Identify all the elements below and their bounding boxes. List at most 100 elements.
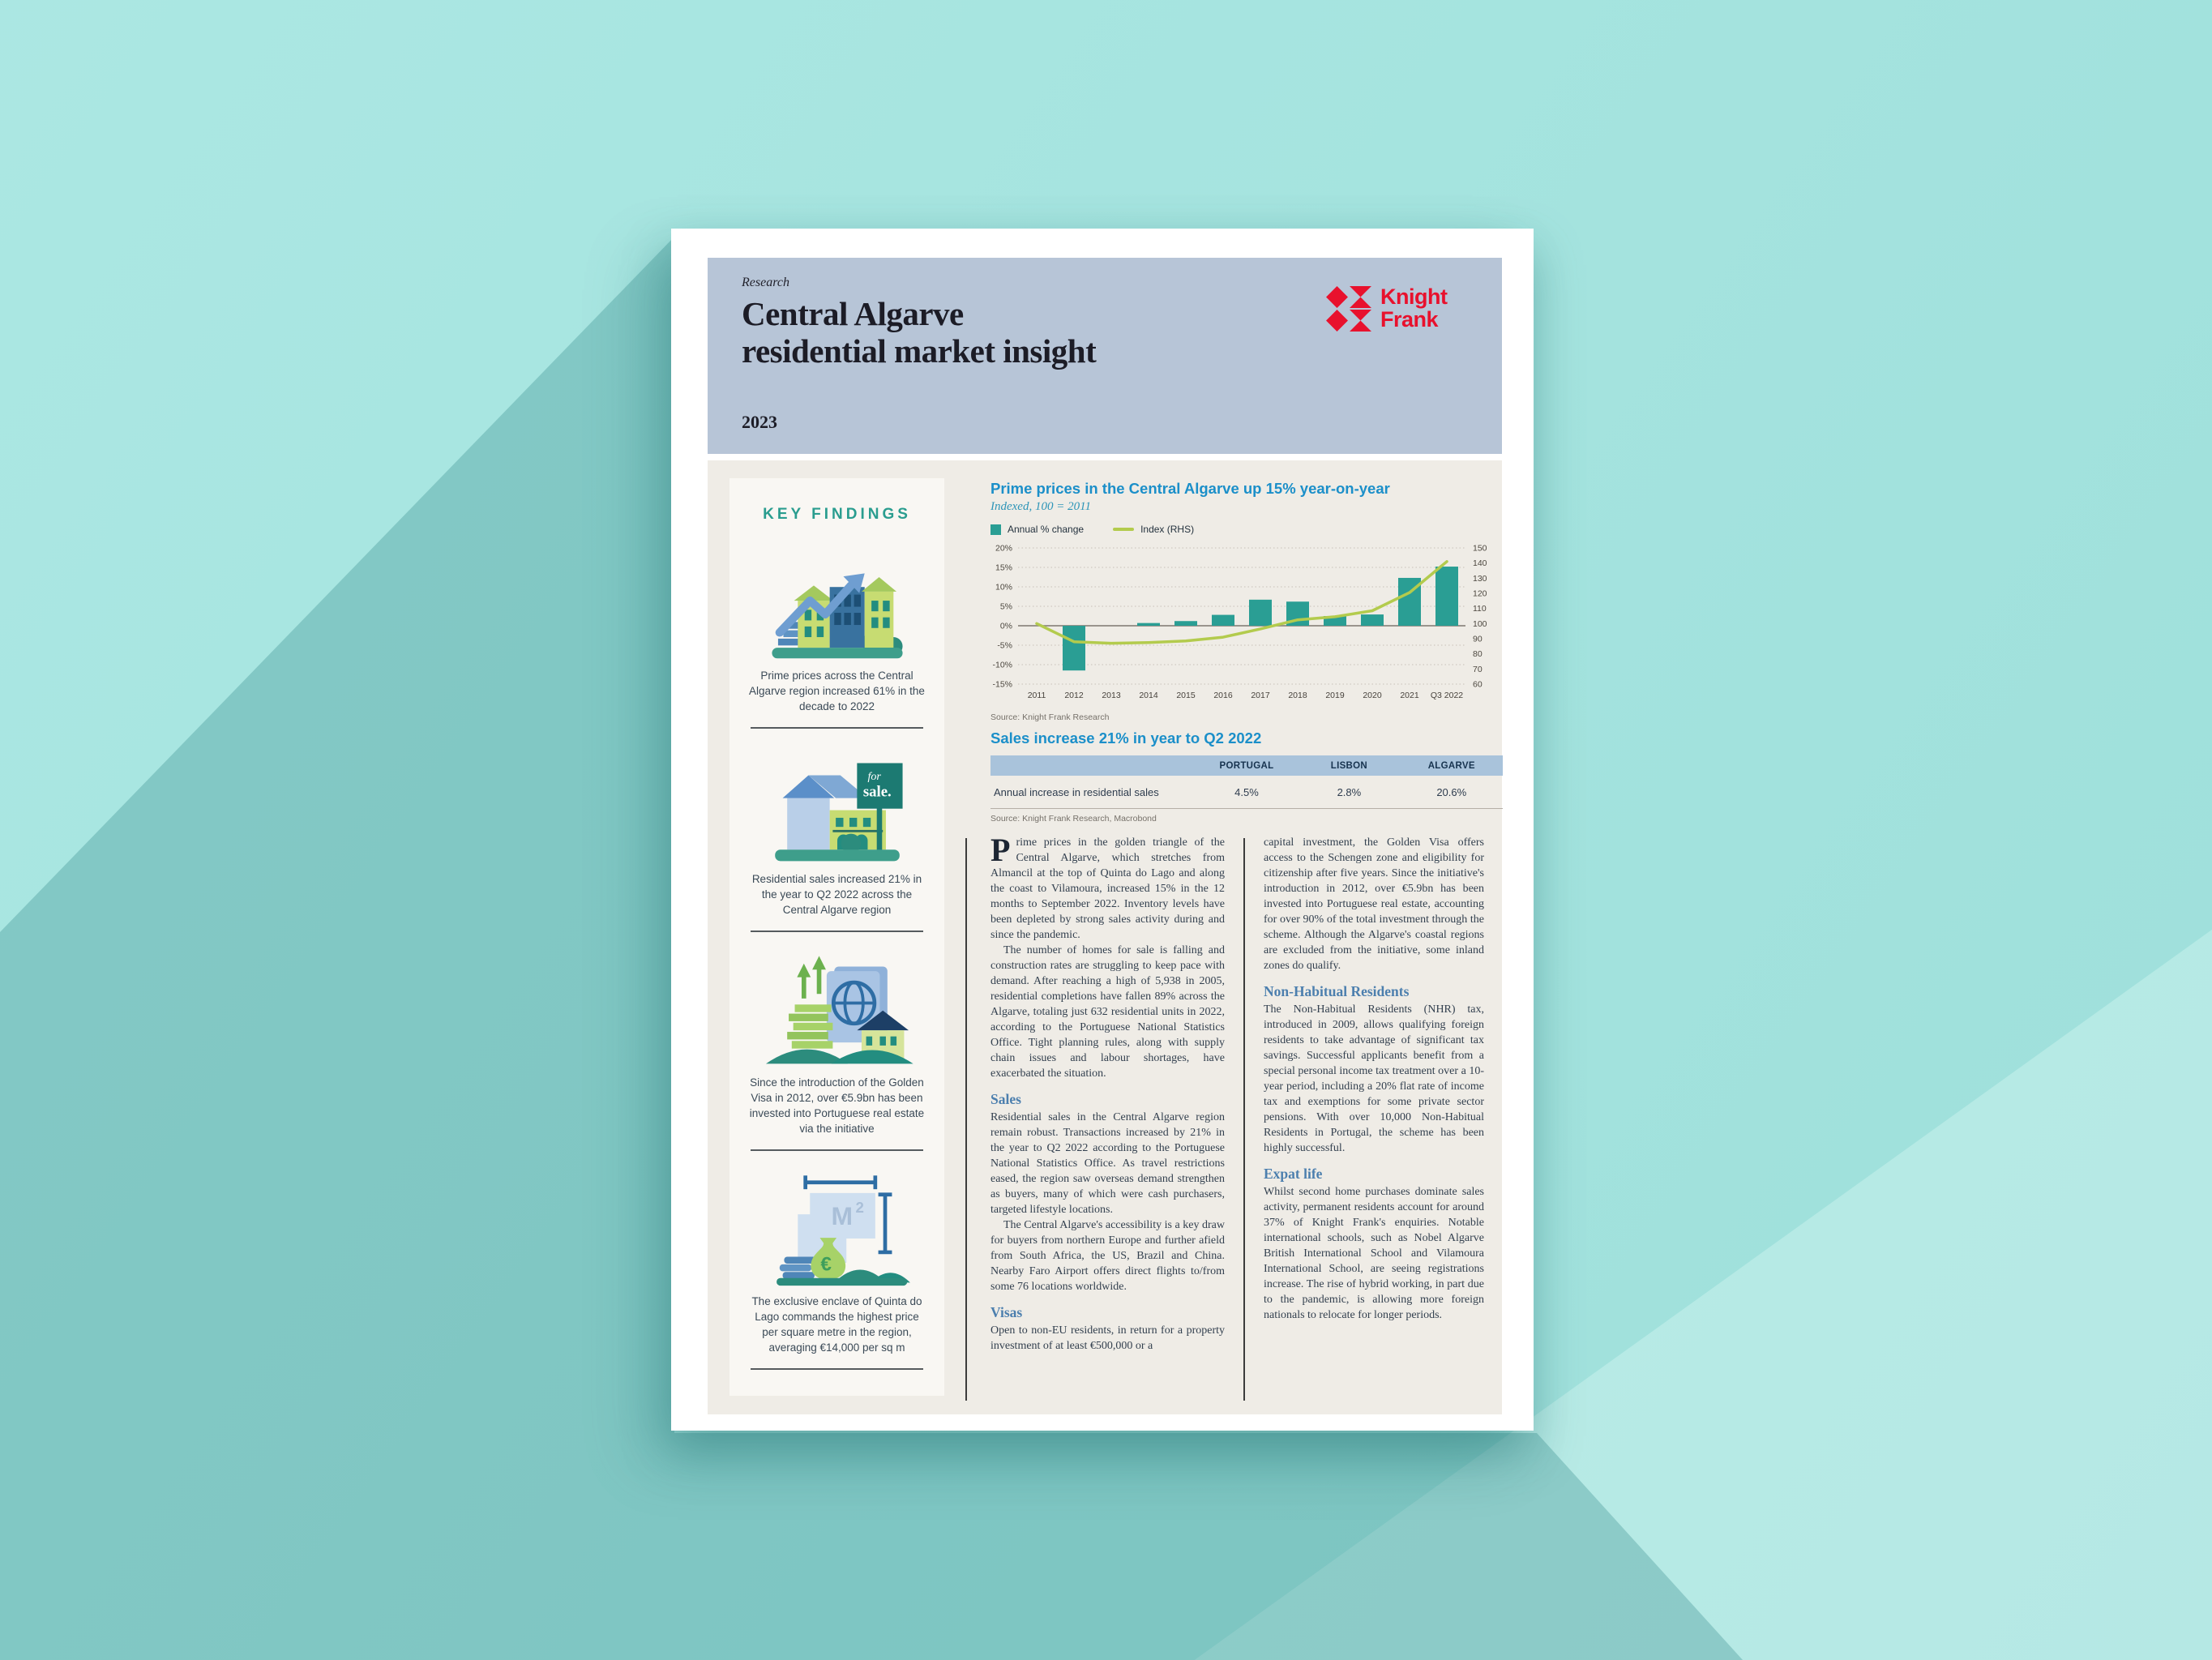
right-axis-tick: 110 (1473, 604, 1487, 614)
x-axis-category: 2021 (1400, 691, 1419, 700)
svg-text:2: 2 (855, 1199, 863, 1216)
x-axis-category: 2013 (1102, 691, 1121, 700)
x-axis-category: 2019 (1325, 691, 1345, 700)
body-paragraph: capital investment, the Golden Visa offe… (1264, 836, 1484, 972)
sales-table-row: Annual increase in residential sales 4.5%… (990, 776, 1503, 809)
drop-cap: P (990, 832, 1011, 868)
sales-table-cell: 20.6% (1436, 785, 1467, 798)
sales-table-header-cell: PORTUGAL (1219, 760, 1274, 771)
section-heading: Visas (990, 1304, 1023, 1320)
houses-growth-arrow-icon (771, 573, 903, 659)
key-finding-item: Since the introduction of the Golden Vis… (729, 932, 944, 1151)
right-axis-tick: 70 (1473, 665, 1483, 674)
sales-table-cell: 4.5% (1234, 785, 1259, 798)
legend-bar-swatch (990, 524, 1001, 535)
chart-legend: Annual % change Index (RHS) (990, 524, 1503, 535)
right-axis-tick: 150 (1473, 544, 1487, 554)
body-paragraph: The Central Algarve's accessibility is a… (990, 1219, 1225, 1293)
x-axis-category: 2015 (1176, 691, 1196, 700)
report-title: Central Algarve residential market insigh… (742, 295, 1097, 370)
right-axis-tick: 90 (1473, 635, 1483, 644)
key-finding-divider (751, 1368, 923, 1370)
right-axis-tick: 60 (1473, 680, 1483, 690)
x-axis-category: 2011 (1028, 691, 1046, 700)
body-paragraph: The number of homes for sale is falling … (990, 944, 1225, 1080)
sales-table-header-row: PORTUGAL LISBON ALGARVE (990, 755, 1503, 776)
house-for-sale-icon: for sale. (774, 763, 903, 862)
knight-frank-logo-mark (1326, 286, 1371, 332)
left-axis-tick: -10% (992, 661, 1012, 670)
legend-line-swatch (1113, 528, 1135, 531)
x-axis-category: 2017 (1251, 691, 1270, 700)
body-paragraph: Open to non-EU residents, in return for … (990, 1324, 1225, 1352)
x-axis-category: 2014 (1139, 691, 1158, 700)
body-paragraph: The Non-Habitual Residents (NHR) tax, in… (1264, 1003, 1484, 1154)
section-heading: Non-Habitual Residents (1264, 983, 1410, 999)
chart-source: Source: Knight Frank Research (990, 712, 1110, 722)
key-finding-divider (751, 1149, 923, 1151)
right-axis-tick: 130 (1473, 574, 1487, 584)
left-axis-tick: 10% (995, 583, 1012, 593)
golden-visa-investment-icon (765, 956, 913, 1064)
report-year: 2023 (742, 412, 777, 432)
svg-text:M: M (831, 1201, 853, 1230)
sales-table-header-cell: ALGARVE (1427, 760, 1475, 771)
x-axis-category: 2012 (1064, 691, 1084, 700)
left-axis-tick: 5% (1000, 602, 1012, 612)
sales-table-source: Source: Knight Frank Research, Macrobond (990, 814, 1157, 824)
report-page: Research Central Algarve residential mark… (671, 229, 1534, 1431)
svg-text:€: € (820, 1253, 832, 1275)
key-finding-item: M 2 € The exclusive enclave of Quinta do… (729, 1151, 944, 1370)
article-column-2: capital investment, the Golden Visa offe… (1264, 835, 1484, 1323)
sales-table-cell: 2.8% (1337, 785, 1362, 798)
column-rule-left (965, 838, 967, 1401)
key-finding-item: for sale. Residential sales increased 21… (729, 729, 944, 932)
body-paragraph: Whilst second home purchases dominate sa… (1264, 1186, 1484, 1321)
x-axis-category: Q3 2022 (1431, 691, 1463, 700)
annual-change-bar (1063, 626, 1085, 671)
legend-item-annual-change: Annual % change (990, 524, 1084, 535)
annual-change-bar (1249, 599, 1272, 626)
chart-subtitle: Indexed, 100 = 2011 (990, 500, 1091, 513)
eyebrow-research: Research (742, 276, 789, 289)
key-findings-panel: KEY FINDINGS Prime prices across the Cen… (729, 478, 944, 1396)
legend-bar-label: Annual % change (1008, 524, 1085, 535)
annual-change-bar (1137, 622, 1160, 626)
legend-item-index: Index (RHS) (1113, 524, 1194, 535)
right-axis-tick: 80 (1473, 649, 1483, 659)
knight-frank-logo: Knight Frank (1325, 285, 1448, 332)
sales-table-heading: Sales increase 21% in year to Q2 2022 (990, 729, 1262, 747)
report-masthead: Research Central Algarve residential mark… (708, 258, 1502, 454)
annual-change-bar (1361, 614, 1384, 626)
body-paragraph: Residential sales in the Central Algarve… (990, 1111, 1225, 1216)
key-finding-caption: The exclusive enclave of Quinta do Lago … (751, 1295, 922, 1354)
left-axis-tick: 15% (995, 563, 1012, 573)
sales-table: PORTUGAL LISBON ALGARVE Annual increase in … (990, 755, 1503, 809)
svg-text:for: for (867, 770, 881, 783)
report-title-line1: Central Algarve (742, 295, 964, 332)
section-heading: Expat life (1264, 1166, 1323, 1182)
section-heading: Sales (990, 1091, 1021, 1107)
key-finding-divider (751, 931, 923, 932)
key-finding-divider (751, 727, 923, 729)
key-finding-caption: Since the introduction of the Golden Vis… (749, 1076, 925, 1135)
right-axis-tick: 140 (1473, 558, 1487, 568)
right-axis-tick: 100 (1473, 619, 1487, 629)
price-per-square-metre-icon: M 2 € (776, 1175, 910, 1286)
prime-prices-chart-block: Prime prices in the Central Algarve up 1… (990, 480, 1503, 722)
left-axis-tick: 0% (1000, 622, 1012, 631)
key-finding-caption: Residential sales increased 21% in the y… (751, 873, 922, 916)
sales-table-cell: Annual increase in residential sales (994, 785, 1159, 798)
prices-index-chart: 20% 15% 10% 5% 0% -5% -10% -15% 150 140 130 120 110 1… (992, 544, 1487, 701)
svg-text:sale.: sale. (862, 784, 891, 801)
right-axis-tick: 120 (1473, 589, 1487, 599)
annual-change-bar (1174, 621, 1197, 626)
chart-title: Prime prices in the Central Algarve up 1… (990, 480, 1390, 497)
legend-line-label: Index (RHS) (1140, 524, 1195, 535)
report-title-line2: residential market insight (742, 332, 1097, 370)
x-axis-category: 2020 (1363, 691, 1382, 700)
x-axis-category: 2016 (1213, 691, 1233, 700)
sales-table-header-cell: LISBON (1330, 760, 1367, 771)
